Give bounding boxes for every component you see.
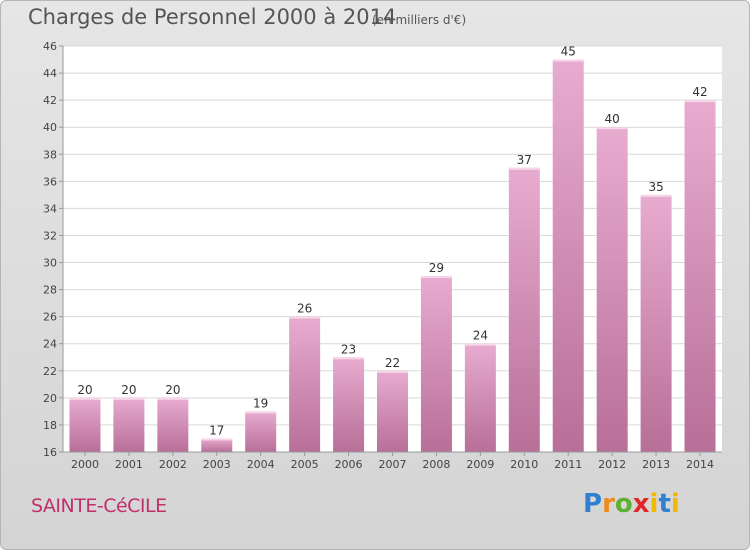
bar-2010 — [508, 167, 540, 453]
bar-2006 — [333, 357, 365, 452]
bar-top-highlight — [684, 100, 716, 103]
data-label: 20 — [121, 383, 136, 397]
y-tick-label: 32 — [43, 229, 57, 242]
proxiti-logo[interactable]: Proxiti — [583, 489, 680, 519]
bar-2004 — [245, 411, 277, 452]
data-label: 40 — [605, 112, 620, 126]
x-tick-label: 2008 — [422, 458, 450, 471]
x-tick-label: 2002 — [159, 458, 187, 471]
bar-2001 — [113, 397, 145, 452]
x-tick-label: 2006 — [335, 458, 363, 471]
bar-top-highlight — [245, 411, 277, 414]
y-tick-label: 42 — [43, 94, 57, 107]
y-tick-label: 40 — [43, 121, 57, 134]
data-label: 23 — [341, 342, 356, 356]
bar-top-highlight — [508, 167, 540, 170]
bar-top-highlight — [201, 438, 233, 441]
y-tick-label: 26 — [43, 311, 57, 324]
y-tick-label: 20 — [43, 392, 57, 405]
bar-2007 — [377, 370, 408, 452]
data-label: 29 — [429, 261, 444, 275]
bar-top-highlight — [464, 343, 496, 346]
data-label: 22 — [385, 356, 400, 370]
x-tick-label: 2014 — [686, 458, 714, 471]
bar-top-highlight — [640, 194, 672, 197]
y-tick-label: 38 — [43, 148, 57, 161]
bar-2014 — [684, 100, 716, 452]
y-tick-label: 22 — [43, 365, 57, 378]
x-tick-label: 2003 — [203, 458, 231, 471]
x-tick-label: 2013 — [642, 458, 670, 471]
bar-2012 — [596, 127, 628, 452]
data-label: 42 — [692, 85, 707, 99]
bar-2009 — [464, 343, 496, 452]
bar-top-highlight — [377, 370, 408, 373]
y-tick-label: 36 — [43, 175, 57, 188]
y-tick-label: 18 — [43, 419, 57, 432]
chart-title: Charges de Personnel 2000 à 2014 — [28, 5, 397, 29]
bar-top-highlight — [552, 59, 584, 62]
data-label: 26 — [297, 302, 312, 316]
x-tick-label: 2010 — [510, 458, 538, 471]
x-tick-label: 2009 — [466, 458, 494, 471]
bar-top-highlight — [113, 397, 145, 400]
x-tick-label: 2005 — [291, 458, 319, 471]
bar-top-highlight — [157, 397, 189, 400]
bar-top-highlight — [69, 397, 101, 400]
bar-2008 — [420, 276, 452, 452]
x-tick-label: 2007 — [379, 458, 407, 471]
bar-top-highlight — [333, 357, 365, 360]
x-tick-label: 2011 — [554, 458, 582, 471]
data-label: 20 — [77, 383, 92, 397]
x-tick-label: 2012 — [598, 458, 626, 471]
bar-2011 — [552, 59, 584, 453]
data-label: 35 — [648, 180, 663, 194]
y-axis-ticks: 16 18 20 22 24 26 28 30 32 34 36 38 40 42 44 46 — [43, 40, 63, 459]
y-tick-label: 46 — [43, 40, 57, 53]
x-tick-label: 2000 — [71, 458, 99, 471]
data-label: 37 — [517, 153, 532, 167]
x-tick-label: 2001 — [115, 458, 143, 471]
data-label: 45 — [561, 45, 576, 59]
bar-2005 — [289, 316, 321, 452]
y-tick-label: 44 — [43, 67, 57, 80]
y-tick-label: 30 — [43, 257, 57, 270]
bar-top-highlight — [420, 276, 452, 279]
x-axis-ticks: 2000 2001 2002 2003 2004 2005 2006 2007 2008 2009… — [71, 452, 714, 471]
y-tick-label: 24 — [43, 338, 57, 351]
data-label: 17 — [209, 423, 224, 437]
y-tick-label: 34 — [43, 202, 57, 215]
data-label: 19 — [253, 396, 268, 410]
data-label: 24 — [473, 329, 488, 343]
x-tick-label: 2004 — [247, 458, 275, 471]
chart-subtitle: (en milliers d'€) — [372, 13, 467, 27]
bar-top-highlight — [596, 127, 628, 130]
bar-2002 — [157, 397, 189, 452]
y-tick-label: 28 — [43, 284, 57, 297]
commune-name: SAINTE-CéCILE — [31, 495, 167, 517]
bar-2000 — [69, 397, 101, 452]
data-label: 20 — [165, 383, 180, 397]
y-tick-label: 16 — [43, 446, 57, 459]
bars: 20 20 20 17 19 26 23 22 29 24 37 45 40 35 42 — [69, 45, 716, 453]
bar-2003 — [201, 438, 233, 452]
bar-2013 — [640, 194, 672, 452]
bar-top-highlight — [289, 316, 321, 319]
